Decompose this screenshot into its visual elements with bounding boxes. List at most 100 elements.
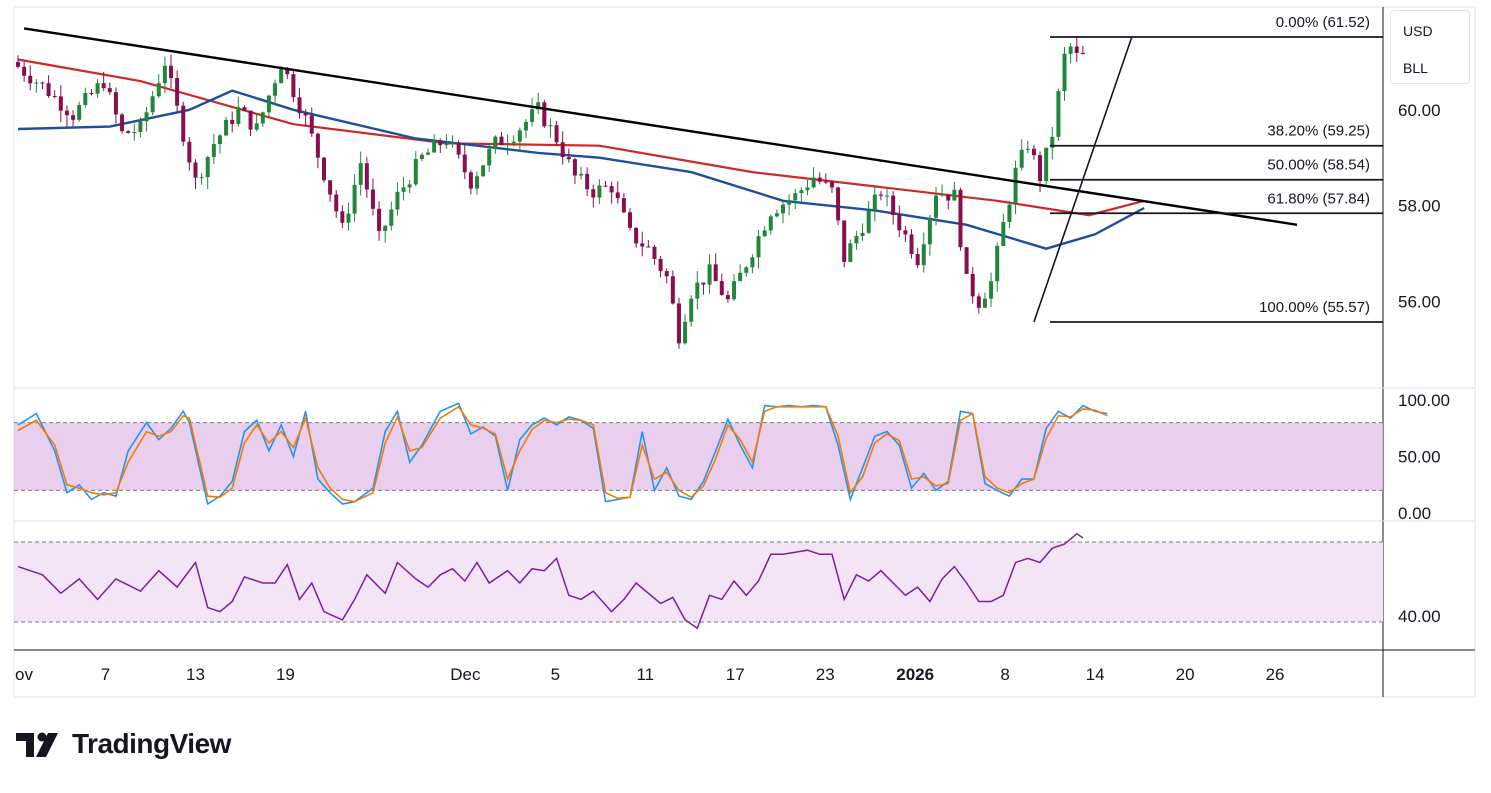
time-axis-label: 11: [636, 665, 654, 684]
candle-body: [695, 282, 700, 299]
price-axis-label: 58.00: [1398, 197, 1441, 216]
candle-body: [934, 195, 938, 218]
candle-body: [383, 225, 388, 231]
candle-body: [579, 173, 584, 176]
candle-body: [738, 272, 743, 282]
candle-body: [523, 121, 528, 131]
candle-body: [976, 296, 981, 308]
candle-body: [1044, 147, 1049, 182]
candle-body: [169, 65, 173, 79]
candle-body: [872, 194, 877, 211]
candle-body: [199, 177, 204, 179]
candle-body: [787, 200, 792, 205]
candle-body: [744, 267, 749, 273]
stoch-axis-label: 50.00: [1398, 448, 1441, 467]
candle-body: [58, 96, 63, 111]
candle-body: [982, 298, 987, 308]
candle-body: [89, 93, 94, 95]
candle-body: [1056, 91, 1061, 137]
candle-body: [591, 189, 596, 198]
candle-body: [22, 66, 27, 76]
candle-body: [254, 123, 259, 130]
candle-body: [346, 213, 351, 223]
candle-body: [829, 181, 834, 188]
candle-body: [71, 115, 76, 120]
price-pane: 60.00 58.00 56.00 0.00% (61.52) 38.20% (59.2…: [16, 14, 1441, 349]
candle-body: [291, 74, 296, 98]
candle-body: [1080, 52, 1085, 54]
candle-body: [248, 110, 253, 130]
candle-body: [126, 131, 131, 133]
candle-body: [634, 227, 639, 244]
candle-body: [334, 194, 339, 212]
candle-body: [615, 192, 620, 199]
candle-body: [499, 136, 504, 145]
candle-body: [370, 189, 375, 209]
time-axis-label: 14: [1086, 665, 1105, 684]
time-axis: ov 7 13 19 Dec 5 11 17 23 2026 8 14 20 26: [15, 665, 1284, 684]
candle-body: [1031, 148, 1036, 156]
candle-body: [768, 216, 773, 231]
candle-body: [891, 195, 896, 216]
candle-body: [958, 189, 963, 248]
time-axis-label: 7: [101, 665, 110, 684]
candle-body: [817, 177, 822, 182]
candle-body: [205, 157, 210, 178]
candle-body: [725, 295, 730, 300]
stoch-axis-label: 100.00: [1398, 391, 1450, 410]
candle-body: [603, 185, 608, 187]
candle-body: [162, 65, 167, 84]
time-axis-label: 19: [276, 665, 295, 684]
candle-body: [77, 105, 82, 120]
candle-body: [964, 247, 969, 274]
candle-body: [1025, 148, 1030, 150]
time-axis-label: Dec: [450, 665, 481, 684]
candle-body: [517, 130, 522, 142]
fib-level-label: 0.00% (61.52): [1276, 14, 1370, 31]
rsi-axis-label: 40.00: [1398, 607, 1441, 626]
candle-body: [303, 113, 308, 116]
candle-body: [211, 144, 216, 158]
candle-body: [1050, 136, 1055, 148]
candle-body: [95, 83, 100, 94]
candle-body: [805, 187, 810, 191]
candle-body: [689, 298, 694, 322]
candle-body: [438, 140, 443, 146]
candle-body: [530, 109, 535, 122]
time-axis-label: 13: [186, 665, 205, 684]
candle-body: [799, 190, 804, 194]
candle-body: [774, 213, 779, 217]
fib-level-label: 50.00% (58.54): [1267, 157, 1370, 174]
candle-body: [83, 93, 88, 106]
stoch-band: [14, 422, 1383, 491]
currency-label: USD: [1403, 23, 1433, 39]
candle-body: [132, 132, 137, 134]
candle-body: [811, 177, 816, 188]
candle-body: [670, 276, 675, 304]
candle-body: [138, 121, 143, 133]
candle-body: [756, 236, 761, 258]
candle-body: [548, 125, 553, 127]
candle-body: [426, 152, 431, 155]
price-axis-label: 56.00: [1398, 292, 1441, 311]
candle-body: [952, 189, 957, 201]
candle-body: [377, 208, 382, 231]
time-axis-label: 26: [1266, 665, 1285, 684]
currency-unit-box[interactable]: USD BLL: [1390, 10, 1470, 84]
tradingview-logo[interactable]: TradingView: [16, 726, 231, 762]
candle-body: [995, 245, 1000, 282]
candle-body: [897, 215, 902, 231]
candle-body: [266, 95, 271, 113]
candle-body: [487, 148, 492, 166]
time-axis-label: 5: [551, 665, 560, 684]
candle-body: [328, 180, 333, 195]
unit-label: BLL: [1403, 60, 1428, 76]
candle-body: [842, 220, 847, 262]
time-axis-label: ov: [15, 665, 33, 684]
candle-body: [609, 186, 614, 193]
candle-body: [664, 271, 669, 277]
candle-body: [432, 140, 437, 153]
candle-body: [34, 82, 39, 84]
